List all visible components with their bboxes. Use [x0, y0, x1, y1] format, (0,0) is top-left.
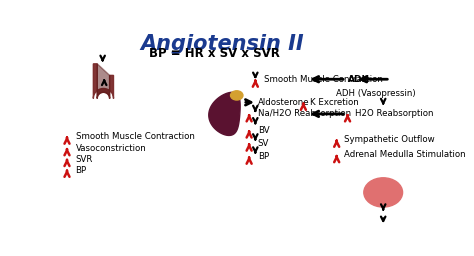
Text: Adrenal Medulla Stimulation: Adrenal Medulla Stimulation	[345, 150, 466, 159]
Text: BP = HR x SV x SVR: BP = HR x SV x SVR	[149, 47, 280, 60]
Text: Na/H2O Reabsorption: Na/H2O Reabsorption	[258, 109, 351, 118]
Text: Angiotensin II: Angiotensin II	[140, 34, 304, 54]
Text: SVR: SVR	[75, 155, 93, 164]
Text: Aldosterone: Aldosterone	[258, 98, 310, 107]
Text: BP: BP	[258, 152, 269, 161]
Text: Smooth Muscle Contraction: Smooth Muscle Contraction	[264, 75, 383, 84]
Polygon shape	[97, 64, 109, 99]
Polygon shape	[93, 64, 113, 99]
Ellipse shape	[364, 178, 402, 207]
Polygon shape	[209, 92, 240, 135]
Text: Vasoconstriction: Vasoconstriction	[75, 144, 146, 153]
Text: BP: BP	[75, 166, 87, 175]
Ellipse shape	[230, 91, 243, 100]
Text: SV: SV	[258, 139, 269, 148]
Text: H2O Reabsorption: H2O Reabsorption	[355, 109, 433, 118]
Text: Sympathetic Outflow: Sympathetic Outflow	[345, 135, 435, 144]
Text: ADH (Vasopressin): ADH (Vasopressin)	[336, 89, 415, 98]
Text: BV: BV	[258, 125, 269, 135]
Text: ADH: ADH	[347, 75, 370, 84]
Text: K Excretion: K Excretion	[310, 98, 358, 107]
Text: Smooth Muscle Contraction: Smooth Muscle Contraction	[75, 133, 194, 142]
